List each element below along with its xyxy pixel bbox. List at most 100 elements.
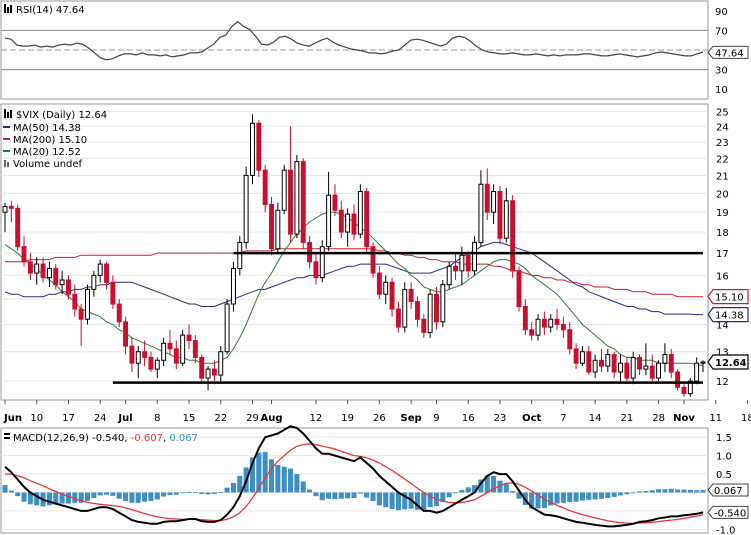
macd-hist-bar — [605, 492, 611, 498]
candle-body — [351, 213, 357, 235]
candle-down — [148, 351, 154, 373]
macd-hist-bar — [294, 474, 300, 493]
candle-body — [700, 361, 706, 364]
macd-hist-bar — [421, 492, 427, 511]
candle-up — [446, 261, 452, 290]
candle-body — [104, 263, 109, 283]
macd-hist-bar — [598, 492, 605, 499]
candle-down — [668, 348, 674, 379]
candle-up — [605, 348, 611, 373]
macd-badge: 0.067 — [707, 483, 749, 497]
candle-body — [573, 348, 579, 364]
candle-body — [65, 279, 71, 295]
candle-down — [8, 200, 14, 222]
candle-body — [53, 268, 59, 286]
price-badge: 15.10 — [707, 289, 749, 305]
legend-label: MA(50) 14.38 — [13, 123, 81, 134]
x-tick-label: Nov — [673, 413, 695, 424]
candle-body — [237, 241, 243, 270]
candle-body — [72, 293, 78, 310]
candle-down — [624, 357, 630, 382]
macd-hist-bar — [34, 492, 40, 506]
macd-hist-bar — [510, 491, 516, 493]
rsi-tick-label: 30 — [715, 66, 728, 77]
candle-body — [503, 200, 509, 239]
ma200-line — [5, 248, 703, 298]
legend-label: Volume undef — [13, 159, 83, 170]
macd-hist-bar — [142, 492, 148, 502]
price-title-text: $VIX (Daily) 12.64 — [16, 110, 107, 121]
macd-hist-bar — [611, 492, 617, 497]
macd-hist-bar — [452, 492, 459, 494]
price-tick-label: 18 — [716, 228, 729, 239]
candle-body — [421, 318, 427, 333]
candle-down — [129, 337, 135, 373]
macd-hist-bar — [649, 490, 655, 493]
candle-down — [529, 321, 535, 341]
candle-body — [211, 368, 217, 376]
rsi-badge-shape — [707, 45, 749, 59]
price-badge-label: 15.10 — [715, 293, 744, 304]
candle-body — [662, 354, 668, 364]
macd-hist-bar — [478, 479, 484, 493]
macd-hist-bar — [643, 491, 649, 493]
macd-hist-bar — [484, 475, 490, 493]
svg-text:MACD(12,26,9): MACD(12,26,9) -0.540, -0.607, 0.067 — [13, 433, 198, 444]
macd-hist-bar — [459, 489, 465, 493]
candle-down — [173, 340, 179, 370]
macd-hist-bar — [357, 492, 363, 494]
candle-body — [637, 356, 643, 370]
rsi-panel: 9070503010 RSI(14) 47.64 47.64 — [0, 0, 749, 100]
candle-up — [503, 187, 509, 243]
candle-body — [142, 351, 148, 358]
candle-body — [262, 169, 268, 206]
candle-body — [383, 281, 389, 295]
volume-swatch — [4, 160, 6, 167]
candle-down — [395, 301, 401, 333]
candle-body — [281, 169, 287, 211]
candle-up — [180, 329, 186, 367]
candle-down — [167, 329, 173, 355]
macd-hist-bar — [529, 492, 535, 509]
macd-badge-shape — [707, 483, 749, 497]
candle-body — [173, 348, 179, 364]
candle-up — [643, 343, 649, 376]
candle-body — [129, 345, 135, 364]
candle-body — [376, 272, 382, 295]
price-tick-label: 13 — [716, 348, 729, 359]
candle-up — [630, 351, 636, 385]
macd-hist-bar — [326, 492, 332, 499]
candle-up — [427, 289, 433, 338]
macd-hist-bar — [237, 475, 243, 493]
candle-down — [541, 311, 547, 336]
x-tick-label: 18 — [741, 413, 751, 424]
x-tick-label: 7 — [560, 413, 566, 424]
candle-down — [675, 369, 681, 391]
candle-down — [649, 354, 655, 382]
price-ticks: 2524232221201918171615141312 — [716, 107, 729, 388]
candle-up — [326, 171, 332, 251]
macd-hist-bar — [370, 492, 376, 501]
macd-hist-bar — [497, 480, 503, 493]
candle-up — [243, 166, 249, 249]
candle-down — [421, 314, 427, 338]
candle-up — [383, 275, 389, 305]
macd-hist-bar — [313, 492, 319, 497]
candle-body — [192, 340, 198, 358]
candle-body — [300, 161, 306, 243]
candle-body — [364, 190, 370, 248]
candle-down — [573, 343, 579, 370]
price-badge-shape — [707, 289, 749, 305]
x-tick-label: 26 — [373, 413, 386, 424]
candle-down — [65, 275, 71, 300]
x-tick-label: Oct — [522, 413, 541, 424]
macd-line — [4, 425, 704, 528]
candle-body — [440, 284, 446, 323]
macd-hist-bar — [351, 492, 357, 498]
candle-body — [611, 354, 617, 373]
candle-down — [262, 165, 268, 213]
candle-body — [319, 246, 325, 279]
candle-up — [91, 270, 97, 297]
x-tick-label: 14 — [589, 413, 602, 424]
